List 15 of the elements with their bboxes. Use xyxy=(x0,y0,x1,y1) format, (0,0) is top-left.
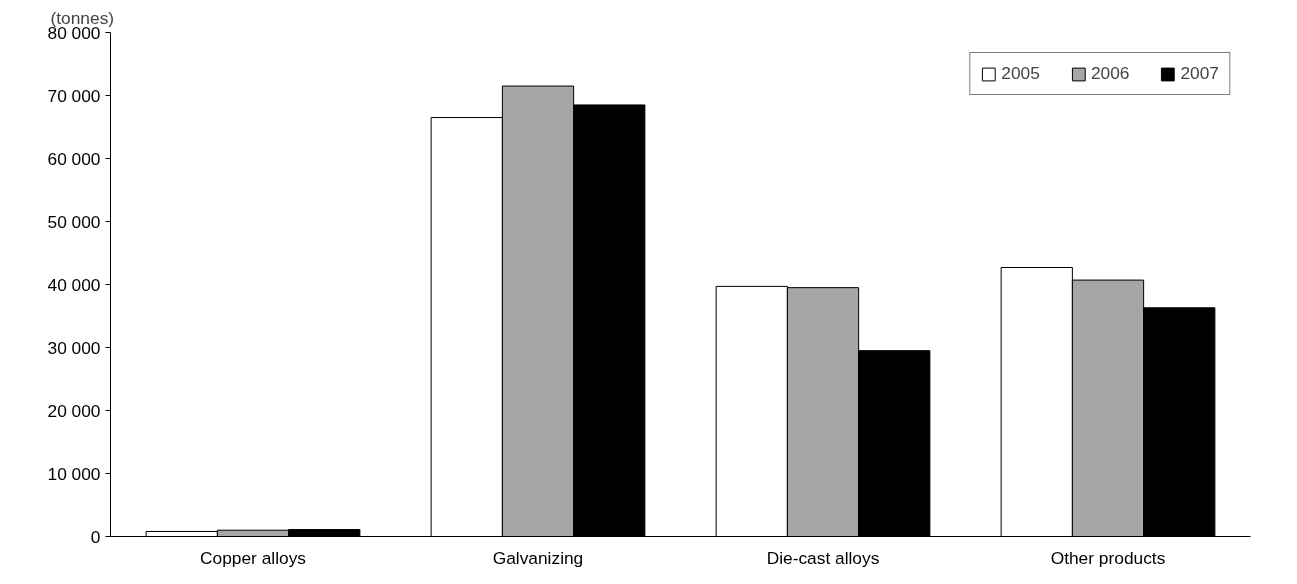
x-tick-label: Die-cast alloys xyxy=(766,547,880,568)
y-tick-label: 30 000 xyxy=(47,337,101,358)
legend-label: 2006 xyxy=(1090,63,1130,84)
y-tick-label: 20 000 xyxy=(47,400,101,421)
y-tick-label: 50 000 xyxy=(47,211,101,232)
x-tick-label: Copper alloys xyxy=(200,547,307,568)
y-tick-label: 40 000 xyxy=(47,274,101,295)
x-tick-label: Other products xyxy=(1050,547,1166,568)
y-tick-label: 0 xyxy=(90,526,101,547)
y-tick-label: 60 000 xyxy=(47,148,101,169)
legend-label: 2005 xyxy=(1001,63,1040,84)
legend-label: 2007 xyxy=(1180,63,1219,84)
y-tick-label: 70 000 xyxy=(47,85,101,106)
x-tick-label: Galvanizing xyxy=(492,547,584,568)
y-tick-label: 10 000 xyxy=(47,463,101,484)
